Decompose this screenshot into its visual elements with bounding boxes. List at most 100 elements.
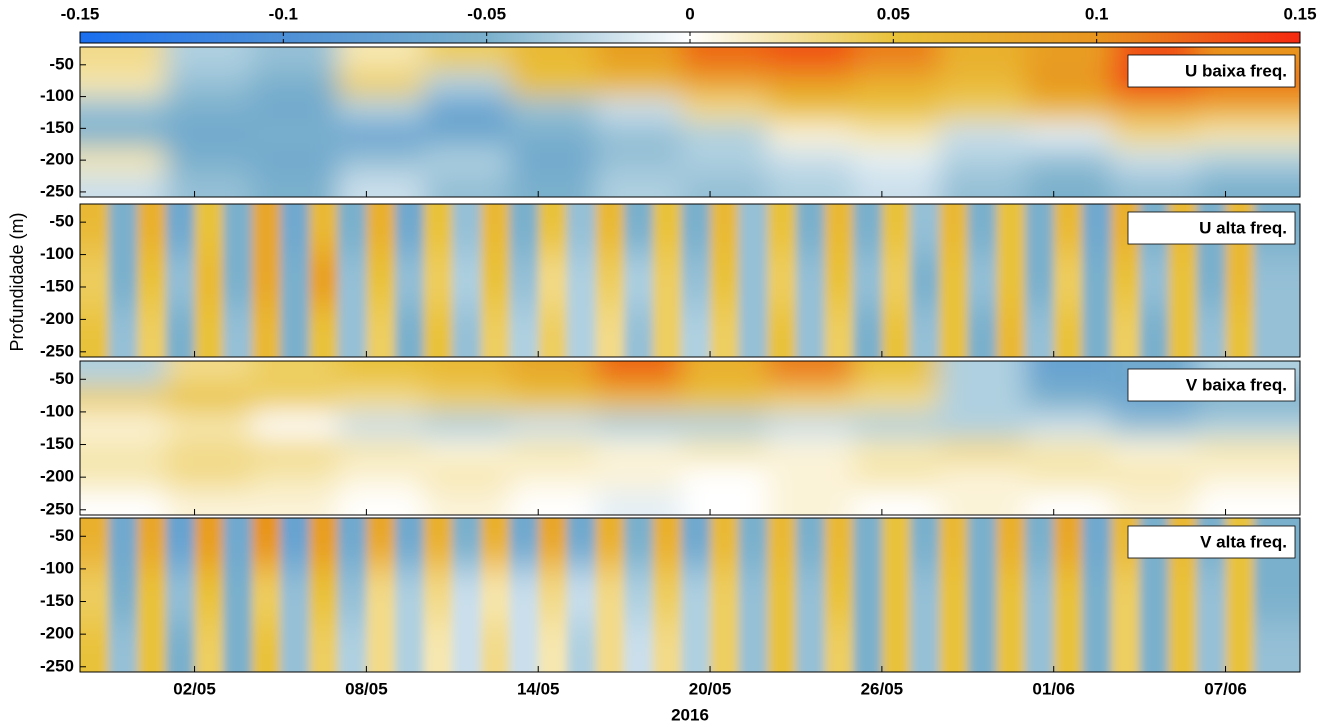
heatmap-cell (480, 621, 511, 672)
heatmap-cell (337, 438, 425, 465)
panel-label: U baixa freq. (1185, 61, 1287, 80)
heatmap-cell (853, 204, 883, 256)
heatmap-cell (853, 438, 940, 465)
heatmap-cell (681, 306, 711, 357)
heatmap-cell (1196, 568, 1227, 622)
heatmap-cell (1139, 254, 1169, 307)
heatmap-cell (566, 518, 596, 570)
heatmap-cell (538, 254, 568, 307)
heatmap-cell (165, 621, 196, 672)
heatmap-cell (366, 568, 396, 622)
heatmap-cell (881, 568, 912, 622)
heatmap-cell (423, 621, 453, 672)
heatmap-cell (595, 518, 625, 570)
heatmap-cell (280, 621, 310, 672)
heatmap-cell (223, 518, 253, 570)
heatmap-cell (1025, 254, 1055, 307)
heatmap-cell (795, 518, 826, 570)
heatmap-cell (423, 518, 453, 570)
heatmap-cell (595, 411, 682, 439)
heatmap-cell (223, 306, 253, 357)
heatmap-cell (1025, 122, 1112, 148)
heatmap-cell (165, 71, 253, 98)
heatmap-cell (595, 47, 682, 72)
heatmap-cell (108, 254, 138, 307)
heatmap-cell (80, 306, 110, 357)
heatmap-cell (1196, 172, 1300, 197)
heatmap-cell (795, 621, 826, 672)
x-tick-label: 07/06 (1204, 679, 1247, 698)
heatmap-cell (251, 306, 281, 357)
y-tick-label: -50 (49, 212, 74, 231)
heatmap-cell (480, 568, 511, 622)
heatmap-cell (108, 204, 138, 256)
heatmap-cell (939, 518, 969, 570)
heatmap-cell (1053, 254, 1083, 307)
heatmap-cell (165, 518, 196, 570)
heatmap-cell (309, 518, 339, 570)
heatmap-cell (710, 204, 740, 256)
heatmap-cell (939, 385, 1026, 413)
heatmap-cell (1225, 254, 1255, 307)
panel-label: V baixa freq. (1186, 375, 1287, 394)
panel (80, 47, 1300, 197)
heatmap-cell (1196, 490, 1300, 515)
heatmap-cell (738, 204, 768, 256)
heatmap-cell (1196, 306, 1227, 357)
heatmap-cell (910, 621, 940, 672)
heatmap-cell (337, 621, 367, 672)
heatmap-cell (681, 361, 768, 387)
heatmap-cell (337, 254, 367, 307)
heatmap-cell (309, 621, 339, 672)
heatmap-cell (280, 254, 310, 307)
heatmap-cell (1025, 411, 1112, 439)
heatmap-cell (767, 254, 797, 307)
heatmap-cell (767, 71, 854, 98)
heatmap-cell (1196, 438, 1300, 465)
heatmap-cell (681, 464, 768, 491)
panel-label-box (1127, 211, 1296, 245)
heatmap-cell (1196, 464, 1300, 491)
heatmap-cell (251, 621, 281, 672)
y-tick-label: -250 (40, 656, 74, 675)
heatmap-cell (853, 464, 940, 491)
heatmap-cell (80, 518, 110, 570)
heatmap-cell (1139, 621, 1169, 672)
heatmap-cell (1168, 568, 1198, 622)
y-tick-label: -250 (40, 341, 74, 360)
heatmap-cell (681, 518, 711, 570)
x-tick-label: 20/05 (689, 679, 732, 698)
colorbar-tick-label: -0.1 (269, 4, 298, 23)
heatmap-cell (824, 518, 854, 570)
heatmap-cell (395, 204, 425, 256)
x-tick-label: 26/05 (861, 679, 904, 698)
heatmap-cell (423, 490, 511, 515)
y-tick-label: -250 (40, 499, 74, 518)
heatmap-cell (1110, 254, 1141, 307)
heatmap-cell (996, 518, 1026, 570)
heatmap-cell (824, 568, 854, 622)
heatmap-cell (452, 518, 482, 570)
heatmap-cell (509, 122, 596, 148)
heatmap-cell (1168, 254, 1198, 307)
heatmap-cell (251, 254, 281, 307)
heatmap-cell (681, 47, 768, 72)
heatmap (80, 204, 1300, 357)
heatmap-cell (595, 147, 682, 174)
heatmap-cell (309, 254, 339, 307)
heatmap-cell (194, 518, 224, 570)
heatmap-cell (194, 254, 224, 307)
heatmap-cell (223, 254, 253, 307)
heatmap-cell (853, 490, 940, 515)
heatmap-cell (1168, 621, 1198, 672)
heatmap-cell (480, 306, 511, 357)
heatmap-cell (824, 204, 854, 256)
heatmap-cell (509, 518, 539, 570)
heatmap-cell (280, 568, 310, 622)
heatmap-cell (509, 385, 596, 413)
heatmap-cell (423, 147, 511, 174)
heatmap-cell (395, 518, 425, 570)
heatmap-cell (1196, 122, 1300, 148)
heatmap-cell (595, 361, 682, 387)
heatmap-cell (1082, 254, 1112, 307)
